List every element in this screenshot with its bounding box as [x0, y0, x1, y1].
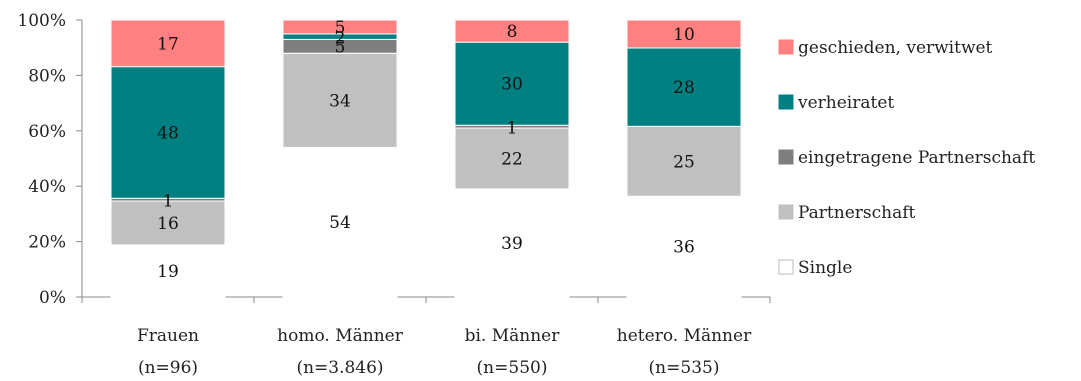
- legend-swatch: [778, 259, 794, 275]
- legend-label: Partnerschaft: [798, 203, 916, 223]
- data-label: 36: [673, 238, 695, 258]
- y-tick-label: 40%: [28, 177, 66, 197]
- bar-segment-geschieden-verwitwet: [626, 19, 742, 49]
- legend-label: Single: [798, 258, 852, 278]
- data-label: 34: [329, 91, 351, 111]
- x-category-label: bi. Männer: [465, 326, 561, 346]
- legend-swatch: [778, 149, 794, 165]
- legend-label: geschieden, verwitwet: [798, 38, 993, 58]
- bar-segment-verheiratet: [454, 41, 570, 126]
- bar-segment-geschieden-verwitwet: [282, 19, 398, 35]
- data-label: 17: [157, 34, 179, 54]
- x-category-label: (n=96): [138, 358, 198, 378]
- bar-segment-single: [110, 244, 226, 298]
- x-category-label: (n=535): [649, 358, 720, 378]
- bar-segment-single: [626, 195, 742, 298]
- bar-segment-partnerschaft: [110, 200, 226, 246]
- data-label: 48: [157, 123, 179, 143]
- bar-segment-single: [282, 146, 398, 298]
- data-label: 16: [157, 214, 179, 234]
- bar-segment-geschieden-verwitwet: [110, 19, 226, 68]
- data-label: 1: [507, 119, 518, 139]
- x-category-label: homo. Männer: [277, 326, 404, 346]
- data-label: 2: [335, 29, 346, 49]
- y-tick-label: 60%: [28, 122, 66, 142]
- x-category-label: (n=550): [477, 358, 548, 378]
- legend-swatch: [778, 204, 794, 220]
- data-label: 30: [501, 75, 523, 95]
- legend-swatch: [778, 94, 794, 110]
- legend-label: verheiratet: [797, 93, 894, 113]
- y-tick-label: 80%: [28, 66, 66, 86]
- bar-segment-partnerschaft: [454, 127, 570, 190]
- data-label: 25: [673, 152, 695, 172]
- data-label: 54: [329, 213, 351, 233]
- data-label: 5: [335, 37, 346, 57]
- data-label: 1: [163, 192, 174, 212]
- y-tick-label: 100%: [17, 11, 66, 31]
- data-label: 28: [673, 78, 695, 98]
- bar-segment-geschieden-verwitwet: [454, 19, 570, 43]
- x-category-label: hetero. Männer: [617, 326, 752, 346]
- legend-swatch: [778, 39, 794, 55]
- bar-segment-verheiratet: [626, 47, 742, 127]
- bar-segment-single: [454, 188, 570, 298]
- bar-segment-partnerschaft: [282, 52, 398, 148]
- y-tick-label: 20%: [28, 233, 66, 253]
- data-label: 5: [335, 18, 346, 38]
- bar-segment-verheiratet: [110, 66, 226, 199]
- data-label: 10: [673, 25, 695, 45]
- x-category-label: Frauen: [137, 326, 199, 346]
- data-label: 8: [507, 22, 518, 42]
- data-label: 39: [501, 234, 523, 254]
- y-tick-label: 0%: [39, 288, 66, 308]
- x-category-label: (n=3.846): [296, 358, 383, 378]
- data-label: 22: [501, 150, 523, 170]
- legend-label: eingetragene Partnerschaft: [798, 148, 1035, 168]
- bar-segment-partnerschaft: [626, 125, 742, 197]
- data-label: 19: [157, 262, 179, 282]
